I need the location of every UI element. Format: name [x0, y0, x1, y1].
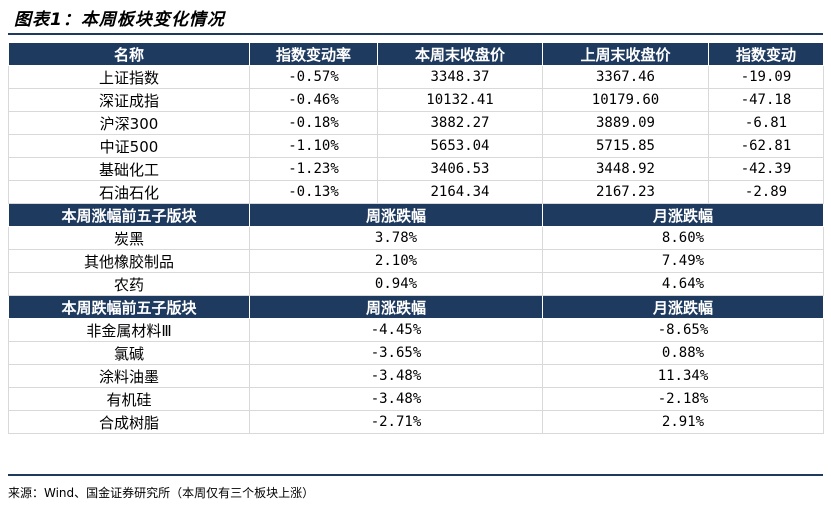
weekly-change: 0.94%: [249, 272, 543, 296]
table-row: 沪深300 -0.18% 3882.27 3889.09 -6.81: [8, 111, 824, 135]
weekly-change: -4.45%: [249, 318, 543, 342]
header-cell: 本周涨幅前五子版块: [8, 203, 250, 227]
this-week-close: 3406.53: [377, 157, 543, 181]
table-row: 上证指数 -0.57% 3348.37 3367.46 -19.09: [8, 65, 824, 89]
index-change: -2.89: [708, 180, 824, 204]
change-rate: -0.13%: [249, 180, 378, 204]
change-rate: -0.57%: [249, 65, 378, 89]
table-row: 非金属材料Ⅲ -4.45% -8.65%: [8, 318, 824, 342]
sector-name: 非金属材料Ⅲ: [8, 318, 250, 342]
top-rule: [8, 33, 823, 35]
sector-name: 有机硅: [8, 387, 250, 411]
this-week-close: 2164.34: [377, 180, 543, 204]
weekly-change: 3.78%: [249, 226, 543, 250]
table-row: 合成树脂 -2.71% 2.91%: [8, 410, 824, 434]
weekly-change: -3.65%: [249, 341, 543, 365]
sector-change-table: 名称 指数变动率 本周末收盘价 上周末收盘价 指数变动 上证指数 -0.57% …: [8, 42, 824, 434]
this-week-close: 10132.41: [377, 88, 543, 112]
gainers-header-row: 本周涨幅前五子版块 周涨跌幅 月涨跌幅: [8, 203, 824, 227]
monthly-change: 11.34%: [542, 364, 824, 388]
header-cell: 周涨跌幅: [249, 203, 543, 227]
sector-name: 农药: [8, 272, 250, 296]
table-row: 石油石化 -0.13% 2164.34 2167.23 -2.89: [8, 180, 824, 204]
change-rate: -1.10%: [249, 134, 378, 158]
index-change: -42.39: [708, 157, 824, 181]
losers-header-row: 本周跌幅前五子版块 周涨跌幅 月涨跌幅: [8, 295, 824, 319]
index-name: 石油石化: [8, 180, 250, 204]
header-cell: 指数变动率: [249, 42, 378, 66]
sector-name: 氯碱: [8, 341, 250, 365]
header-cell: 名称: [8, 42, 250, 66]
this-week-close: 3882.27: [377, 111, 543, 135]
index-name: 深证成指: [8, 88, 250, 112]
monthly-change: 8.60%: [542, 226, 824, 250]
weekly-change: -3.48%: [249, 387, 543, 411]
source-note: 来源：Wind、国金证券研究所（本周仅有三个板块上涨）: [8, 486, 315, 500]
table-row: 氯碱 -3.65% 0.88%: [8, 341, 824, 365]
header-cell: 指数变动: [708, 42, 824, 66]
header-cell: 周涨跌幅: [249, 295, 543, 319]
index-header-row: 名称 指数变动率 本周末收盘价 上周末收盘价 指数变动: [8, 42, 824, 66]
index-name: 沪深300: [8, 111, 250, 135]
last-week-close: 3448.92: [542, 157, 709, 181]
header-cell: 本周末收盘价: [377, 42, 543, 66]
last-week-close: 2167.23: [542, 180, 709, 204]
header-cell: 上周末收盘价: [542, 42, 709, 66]
change-rate: -0.18%: [249, 111, 378, 135]
index-name: 中证500: [8, 134, 250, 158]
sector-name: 涂料油墨: [8, 364, 250, 388]
sector-name: 炭黑: [8, 226, 250, 250]
table-row: 深证成指 -0.46% 10132.41 10179.60 -47.18: [8, 88, 824, 112]
sector-name: 合成树脂: [8, 410, 250, 434]
table-row: 农药 0.94% 4.64%: [8, 272, 824, 296]
sector-name: 其他橡胶制品: [8, 249, 250, 273]
index-name: 上证指数: [8, 65, 250, 89]
index-change: -6.81: [708, 111, 824, 135]
index-change: -62.81: [708, 134, 824, 158]
this-week-close: 5653.04: [377, 134, 543, 158]
weekly-change: -2.71%: [249, 410, 543, 434]
table-row: 有机硅 -3.48% -2.18%: [8, 387, 824, 411]
table-row: 涂料油墨 -3.48% 11.34%: [8, 364, 824, 388]
monthly-change: -2.18%: [542, 387, 824, 411]
monthly-change: 4.64%: [542, 272, 824, 296]
index-change: -19.09: [708, 65, 824, 89]
last-week-close: 10179.60: [542, 88, 709, 112]
monthly-change: 0.88%: [542, 341, 824, 365]
table-row: 中证500 -1.10% 5653.04 5715.85 -62.81: [8, 134, 824, 158]
header-cell: 月涨跌幅: [542, 203, 824, 227]
change-rate: -0.46%: [249, 88, 378, 112]
table-row: 其他橡胶制品 2.10% 7.49%: [8, 249, 824, 273]
last-week-close: 3367.46: [542, 65, 709, 89]
monthly-change: -8.65%: [542, 318, 824, 342]
figure-title: 图表1：本周板块变化情况: [14, 10, 225, 30]
last-week-close: 5715.85: [542, 134, 709, 158]
header-cell: 本周跌幅前五子版块: [8, 295, 250, 319]
bottom-rule: [8, 474, 823, 476]
index-name: 基础化工: [8, 157, 250, 181]
change-rate: -1.23%: [249, 157, 378, 181]
index-change: -47.18: [708, 88, 824, 112]
last-week-close: 3889.09: [542, 111, 709, 135]
weekly-change: -3.48%: [249, 364, 543, 388]
header-cell: 月涨跌幅: [542, 295, 824, 319]
table-row: 炭黑 3.78% 8.60%: [8, 226, 824, 250]
table-row: 基础化工 -1.23% 3406.53 3448.92 -42.39: [8, 157, 824, 181]
weekly-change: 2.10%: [249, 249, 543, 273]
this-week-close: 3348.37: [377, 65, 543, 89]
monthly-change: 7.49%: [542, 249, 824, 273]
monthly-change: 2.91%: [542, 410, 824, 434]
